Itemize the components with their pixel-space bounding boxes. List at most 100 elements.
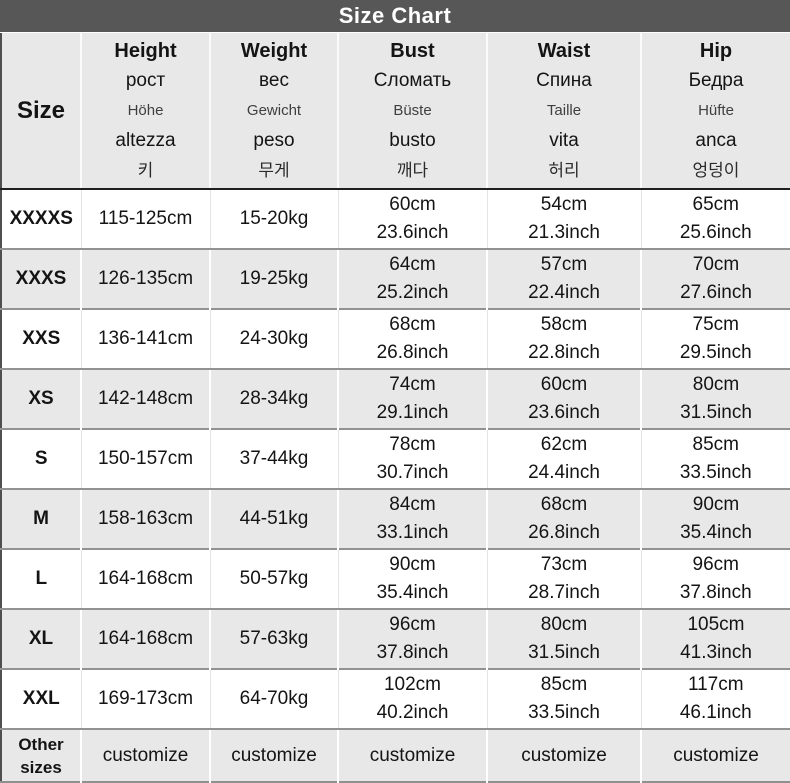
weight-cell: 50-57kg (209, 548, 338, 609)
column-header-hip: Hip Бедра Hüfte anca 엉덩이 (640, 33, 790, 190)
weight-cell: 19-25kg (209, 248, 338, 309)
value-cm: 84cm (389, 494, 436, 515)
column-header-bust: Bust Сломать Büste busto 깨다 (337, 33, 487, 190)
value-cm: 117cm (687, 674, 744, 695)
table-row: L 164-168cm 50-57kg 90cm 35.4inch 73cm 2… (1, 548, 790, 609)
value-cm: 105cm (687, 614, 745, 635)
height-cell: 142-148cm (80, 368, 210, 429)
waist-cell: 80cm 31.5inch (486, 608, 641, 669)
value-inch: 37.8inch (376, 642, 449, 663)
header-label-en: Bust (390, 39, 435, 62)
bust-cell: 78cm 30.7inch (337, 428, 487, 489)
header-label-ko: 깨다 (396, 160, 429, 180)
bust-cell: 96cm 37.8inch (337, 608, 487, 669)
weight-cell: 15-20kg (209, 188, 338, 249)
height-cell: 150-157cm (80, 428, 210, 489)
hip-cell: 117cm 46.1inch (640, 668, 790, 729)
value-cm: 54cm (540, 194, 588, 215)
waist-cell: 85cm 33.5inch (486, 668, 641, 729)
value-cm: 74cm (389, 374, 436, 395)
size-cell: XL (1, 608, 81, 669)
table-row: S 150-157cm 37-44kg 78cm 30.7inch 62cm 2… (1, 428, 790, 489)
header-label-en: Waist (537, 39, 591, 62)
header-label-de: Gewicht (246, 101, 302, 119)
height-cell: 164-168cm (80, 548, 210, 609)
height-cell: 126-135cm (80, 248, 210, 309)
value-inch: 23.6inch (376, 222, 449, 243)
header-label-ko: 엉덩이 (692, 160, 740, 180)
other-sizes-row: Other sizes customize customize customiz… (1, 728, 790, 782)
bust-cell: 64cm 25.2inch (337, 248, 487, 309)
hip-cell: 75cm 29.5inch (640, 308, 790, 369)
value-cm: 70cm (692, 254, 740, 275)
value-cm: 62cm (540, 434, 588, 455)
size-cell: XXS (1, 308, 81, 369)
header-label-de: Hüfte (698, 101, 734, 119)
customize-cell: customize (80, 728, 210, 782)
value-cm: 64cm (389, 254, 436, 275)
value-cm: 80cm (540, 614, 588, 635)
hip-cell: 65cm 25.6inch (640, 188, 790, 249)
size-cell: L (1, 548, 81, 609)
size-cell: S (1, 428, 81, 489)
header-label-ru: Сломать (373, 69, 452, 91)
bust-cell: 68cm 26.8inch (337, 308, 487, 369)
value-cm: 90cm (692, 494, 740, 515)
value-inch: 33.5inch (528, 702, 600, 723)
header-label-it: anca (695, 129, 737, 151)
weight-cell: 57-63kg (209, 608, 338, 669)
value-inch: 41.3inch (680, 642, 752, 663)
value-inch: 21.3inch (528, 222, 600, 243)
waist-cell: 60cm 23.6inch (486, 368, 641, 429)
header-label-it: vita (549, 129, 579, 151)
header-label-de: Taille (546, 101, 582, 119)
customize-cell: customize (486, 728, 641, 782)
value-inch: 22.8inch (528, 342, 600, 363)
table-row: M 158-163cm 44-51kg 84cm 33.1inch 68cm 2… (1, 488, 790, 549)
header-label-ko: 키 (137, 160, 154, 180)
value-inch: 29.1inch (376, 402, 449, 423)
header-label-it: altezza (115, 129, 176, 151)
hip-cell: 85cm 33.5inch (640, 428, 790, 489)
bust-cell: 74cm 29.1inch (337, 368, 487, 429)
weight-cell: 37-44kg (209, 428, 338, 489)
value-inch: 33.5inch (679, 462, 752, 483)
value-cm: 58cm (540, 314, 588, 335)
value-inch: 27.6inch (680, 282, 752, 303)
header-label-de: Höhe (127, 101, 164, 119)
waist-cell: 73cm 28.7inch (486, 548, 641, 609)
height-cell: 164-168cm (80, 608, 210, 669)
height-cell: 115-125cm (80, 188, 210, 249)
value-inch: 28.7inch (528, 582, 600, 603)
customize-cell: customize (640, 728, 790, 782)
table-row: XXL 169-173cm 64-70kg 102cm 40.2inch 85c… (1, 668, 790, 729)
header-label-ru: вес (259, 69, 289, 91)
weight-cell: 24-30kg (209, 308, 338, 369)
size-cell: XXL (1, 668, 81, 729)
value-inch: 22.4inch (528, 282, 600, 303)
size-table: Size Height рост Höhe altezza 키 Weight в… (0, 33, 790, 783)
value-inch: 23.6inch (528, 402, 600, 423)
value-inch: 30.7inch (376, 462, 449, 483)
value-cm: 85cm (540, 674, 588, 695)
hip-cell: 80cm 31.5inch (640, 368, 790, 429)
header-label-de: Büste (393, 101, 432, 119)
waist-cell: 54cm 21.3inch (486, 188, 641, 249)
value-inch: 35.4inch (680, 522, 752, 543)
waist-cell: 62cm 24.4inch (486, 428, 641, 489)
header-label-it: peso (253, 129, 295, 151)
size-cell: XS (1, 368, 81, 429)
hip-cell: 70cm 27.6inch (640, 248, 790, 309)
weight-cell: 44-51kg (209, 488, 338, 549)
value-inch: 35.4inch (376, 582, 449, 603)
header-label-en: Hip (699, 39, 733, 62)
header-label-ru: Бедра (688, 69, 744, 91)
value-inch: 26.8inch (376, 342, 449, 363)
header-label-it: busto (389, 129, 436, 151)
value-cm: 60cm (540, 374, 588, 395)
waist-cell: 58cm 22.8inch (486, 308, 641, 369)
value-inch: 25.2inch (376, 282, 449, 303)
table-row: XXXS 126-135cm 19-25kg 64cm 25.2inch 57c… (1, 248, 790, 309)
table-row: XL 164-168cm 57-63kg 96cm 37.8inch 80cm … (1, 608, 790, 669)
